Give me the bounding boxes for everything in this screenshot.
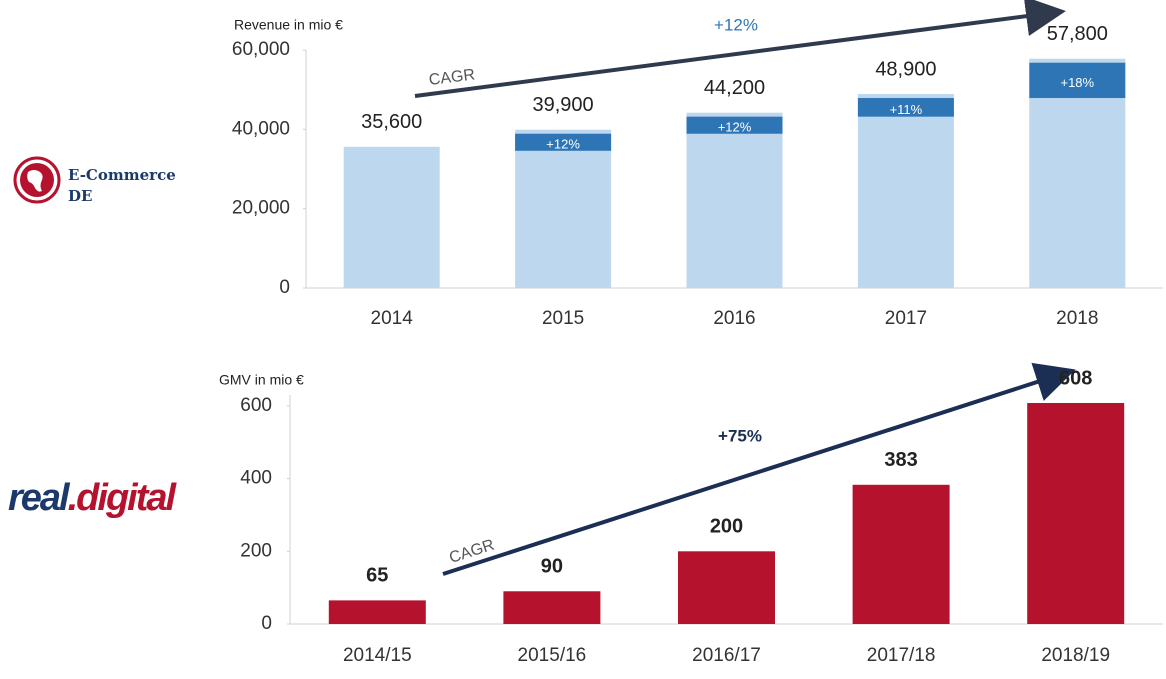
value-label: 39,900 — [533, 94, 594, 116]
y-tick-label: 60,000 — [232, 39, 290, 60]
growth-label: +12% — [718, 120, 752, 135]
growth-label: +11% — [890, 102, 923, 117]
x-tick-label: 2018 — [1056, 308, 1098, 329]
bar — [503, 591, 601, 624]
value-label: 44,200 — [704, 77, 765, 99]
bar — [328, 600, 426, 624]
annotation: +75% — [718, 426, 762, 445]
y-tick-label: 20,000 — [232, 198, 290, 219]
x-tick-label: 2014 — [371, 308, 414, 329]
x-tick-label: 2014/15 — [343, 645, 412, 666]
growth-label: +18% — [1060, 75, 1094, 90]
y-tick-label: 0 — [279, 277, 290, 298]
value-label: 35,600 — [361, 111, 422, 133]
brand-part: .digital — [68, 477, 178, 519]
bar — [343, 146, 440, 288]
x-tick-label: 2017/18 — [867, 645, 936, 666]
bar — [515, 129, 612, 288]
value-label: 90 — [541, 556, 563, 578]
bar — [686, 112, 783, 288]
axis-title: GMV in mio € — [219, 372, 304, 388]
bar — [678, 551, 775, 624]
annotation: CAGR — [428, 66, 476, 89]
y-tick-label: 40,000 — [232, 118, 290, 139]
growth-label: +12% — [546, 137, 580, 152]
y-tick-label: 200 — [240, 540, 272, 561]
value-label: 608 — [1059, 367, 1092, 389]
x-tick-label: 2017 — [885, 308, 927, 329]
growth-segment — [857, 98, 954, 117]
cagr-arrow — [442, 362, 1076, 576]
value-label: 65 — [366, 565, 388, 587]
y-tick-label: 600 — [240, 395, 272, 416]
brand-text: DE — [68, 187, 92, 205]
value-label: 200 — [710, 516, 743, 538]
cagr-arrow — [414, 0, 1066, 98]
growth-segment — [515, 133, 612, 151]
brand-part: real — [8, 477, 71, 519]
growth-segment — [1029, 62, 1126, 99]
bar — [857, 94, 954, 288]
annotation: +12% — [714, 15, 758, 34]
brand-logo — [13, 156, 61, 204]
axis-title: Revenue in mio € — [234, 17, 343, 33]
x-tick-label: 2015/16 — [518, 645, 587, 666]
y-tick-label: 0 — [261, 613, 272, 634]
growth-segment — [686, 116, 783, 134]
x-tick-label: 2015 — [542, 308, 584, 329]
bar — [1027, 402, 1125, 624]
brand-text: real.digital — [8, 477, 178, 519]
brand-text: E-Commerce — [68, 166, 176, 184]
value-label: 48,900 — [875, 58, 936, 80]
x-tick-label: 2016/17 — [692, 645, 761, 666]
bar — [852, 484, 950, 624]
value-label: 57,800 — [1047, 23, 1108, 45]
x-tick-label: 2018/19 — [1041, 645, 1110, 666]
x-tick-label: 2016 — [713, 308, 755, 329]
value-label: 383 — [884, 449, 917, 471]
y-tick-label: 400 — [240, 468, 272, 489]
annotation: CAGR — [447, 537, 496, 567]
